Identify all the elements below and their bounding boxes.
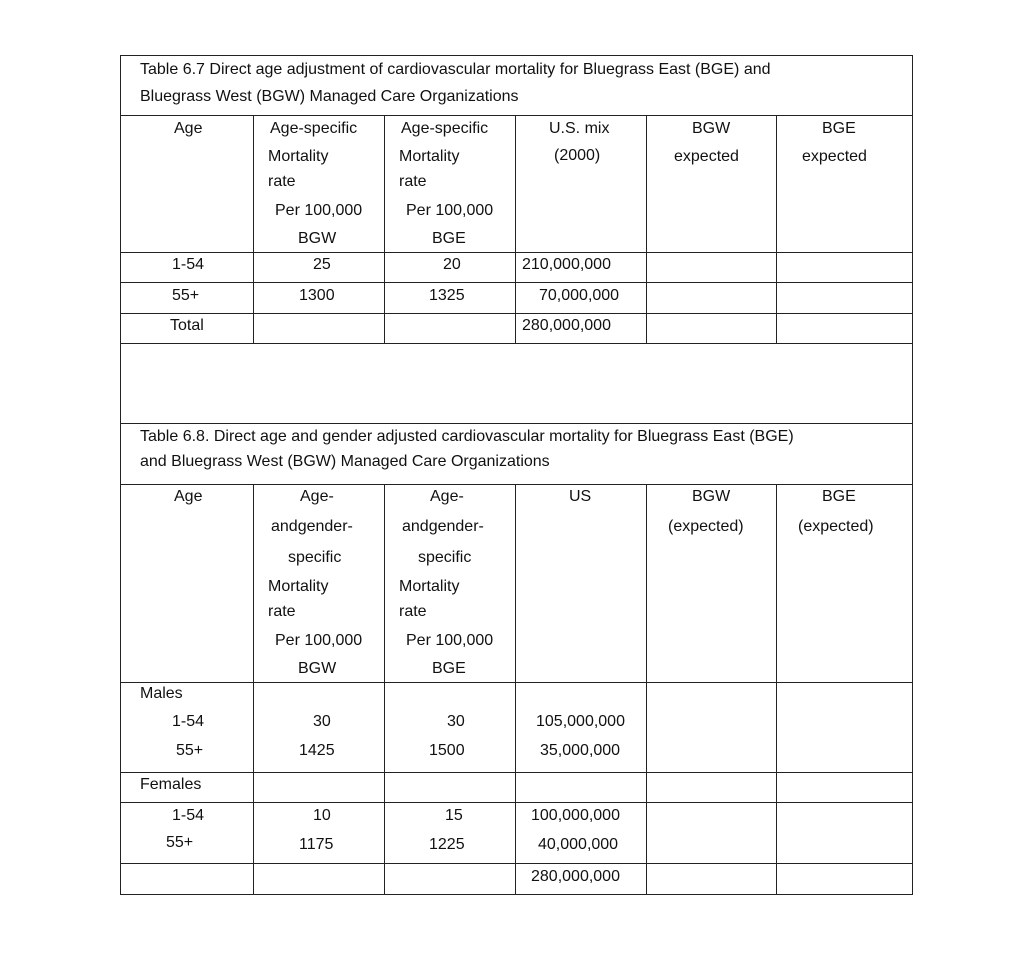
table-rule xyxy=(120,115,913,116)
column-header: (expected) xyxy=(798,518,874,535)
table-cell: 1-54 xyxy=(172,256,205,273)
table-cell: 70,000,000 xyxy=(539,287,620,304)
table-rule xyxy=(120,55,913,56)
table-cell: 55+ xyxy=(176,742,204,759)
table-rule xyxy=(253,115,254,344)
column-header: andgender- xyxy=(271,518,353,535)
column-header: Mortality xyxy=(399,148,460,165)
table-rule xyxy=(776,115,777,344)
column-header: Per 100,000 xyxy=(406,202,494,219)
table-cell: 30 xyxy=(313,713,331,730)
column-header: rate xyxy=(399,603,427,620)
column-header: (expected) xyxy=(668,518,744,535)
table-rule xyxy=(912,55,913,895)
table-cell: 55+ xyxy=(166,834,194,851)
table-title: Bluegrass West (BGW) Managed Care Organi… xyxy=(140,88,519,105)
table-cell: 100,000,000 xyxy=(531,807,620,824)
table-cell: 1300 xyxy=(299,287,335,304)
table-cell: 1500 xyxy=(429,742,465,759)
table-cell: 280,000,000 xyxy=(531,868,620,885)
table-rule xyxy=(120,484,913,485)
table-cell: 10 xyxy=(313,807,331,824)
table-cell: 1-54 xyxy=(172,713,205,730)
table-cell: 1-54 xyxy=(172,807,205,824)
table-cell: 1325 xyxy=(429,287,465,304)
column-header: Per 100,000 xyxy=(406,632,494,649)
table-rule xyxy=(120,313,913,314)
table-rule xyxy=(120,863,913,864)
table-cell: 15 xyxy=(445,807,463,824)
column-header: Mortality xyxy=(268,578,329,595)
column-header: rate xyxy=(399,173,427,190)
group-label: Males xyxy=(140,685,183,702)
column-header: andgender- xyxy=(402,518,484,535)
column-header: BGW xyxy=(298,230,337,247)
column-header: Age- xyxy=(300,488,334,505)
column-header: BGW xyxy=(692,120,731,137)
column-header: Age xyxy=(174,488,203,505)
column-header: BGE xyxy=(822,120,856,137)
table-rule xyxy=(120,55,121,895)
column-header: specific xyxy=(288,549,342,566)
table-cell: 1425 xyxy=(299,742,335,759)
table-rule xyxy=(120,423,913,424)
table-cell: Total xyxy=(170,317,204,334)
table-cell: 105,000,000 xyxy=(536,713,625,730)
table-rule xyxy=(120,772,913,773)
group-label: Females xyxy=(140,776,202,793)
table-cell: 35,000,000 xyxy=(540,742,621,759)
table-cell: 25 xyxy=(313,256,331,273)
column-header: U.S. mix xyxy=(549,120,610,137)
column-header: expected xyxy=(674,148,739,165)
table-rule xyxy=(120,802,913,803)
column-header: Per 100,000 xyxy=(275,632,363,649)
table-rule xyxy=(120,252,913,253)
table-rule xyxy=(515,484,516,895)
column-header: rate xyxy=(268,173,296,190)
table-cell: 210,000,000 xyxy=(522,256,611,273)
table-cell: 1175 xyxy=(299,836,334,853)
table-rule xyxy=(120,343,913,344)
column-header: BGW xyxy=(298,660,337,677)
table-cell: 280,000,000 xyxy=(522,317,611,334)
column-header: US xyxy=(569,488,592,505)
column-header: Age- xyxy=(430,488,464,505)
table-cell: 40,000,000 xyxy=(538,836,619,853)
table-title: Table 6.7 Direct age adjustment of cardi… xyxy=(140,61,771,78)
column-header: (2000) xyxy=(554,147,601,164)
column-header: BGE xyxy=(432,230,466,247)
table-rule xyxy=(515,115,516,344)
table-rule xyxy=(120,894,913,895)
table-cell: 55+ xyxy=(172,287,200,304)
table-title: and Bluegrass West (BGW) Managed Care Or… xyxy=(140,453,550,470)
column-header: specific xyxy=(418,549,472,566)
table-rule xyxy=(253,484,254,895)
column-header: expected xyxy=(802,148,867,165)
column-header: rate xyxy=(268,603,296,620)
column-header: Mortality xyxy=(268,148,329,165)
column-header: Per 100,000 xyxy=(275,202,363,219)
table-title: Table 6.8. Direct age and gender adjuste… xyxy=(140,428,794,445)
column-header: BGW xyxy=(692,488,731,505)
column-header: Mortality xyxy=(399,578,460,595)
table-rule xyxy=(120,682,913,683)
table-rule xyxy=(120,282,913,283)
table-rule xyxy=(776,484,777,895)
column-header: Age xyxy=(174,120,203,137)
table-cell: 1225 xyxy=(429,836,465,853)
column-header: BGE xyxy=(822,488,856,505)
table-cell: 20 xyxy=(443,256,461,273)
table-rule xyxy=(384,115,385,344)
table-cell: 30 xyxy=(447,713,465,730)
column-header: BGE xyxy=(432,660,466,677)
column-header: Age-specific xyxy=(270,120,358,137)
column-header: Age-specific xyxy=(401,120,489,137)
table-rule xyxy=(646,484,647,895)
table-rule xyxy=(384,484,385,895)
table-rule xyxy=(646,115,647,344)
